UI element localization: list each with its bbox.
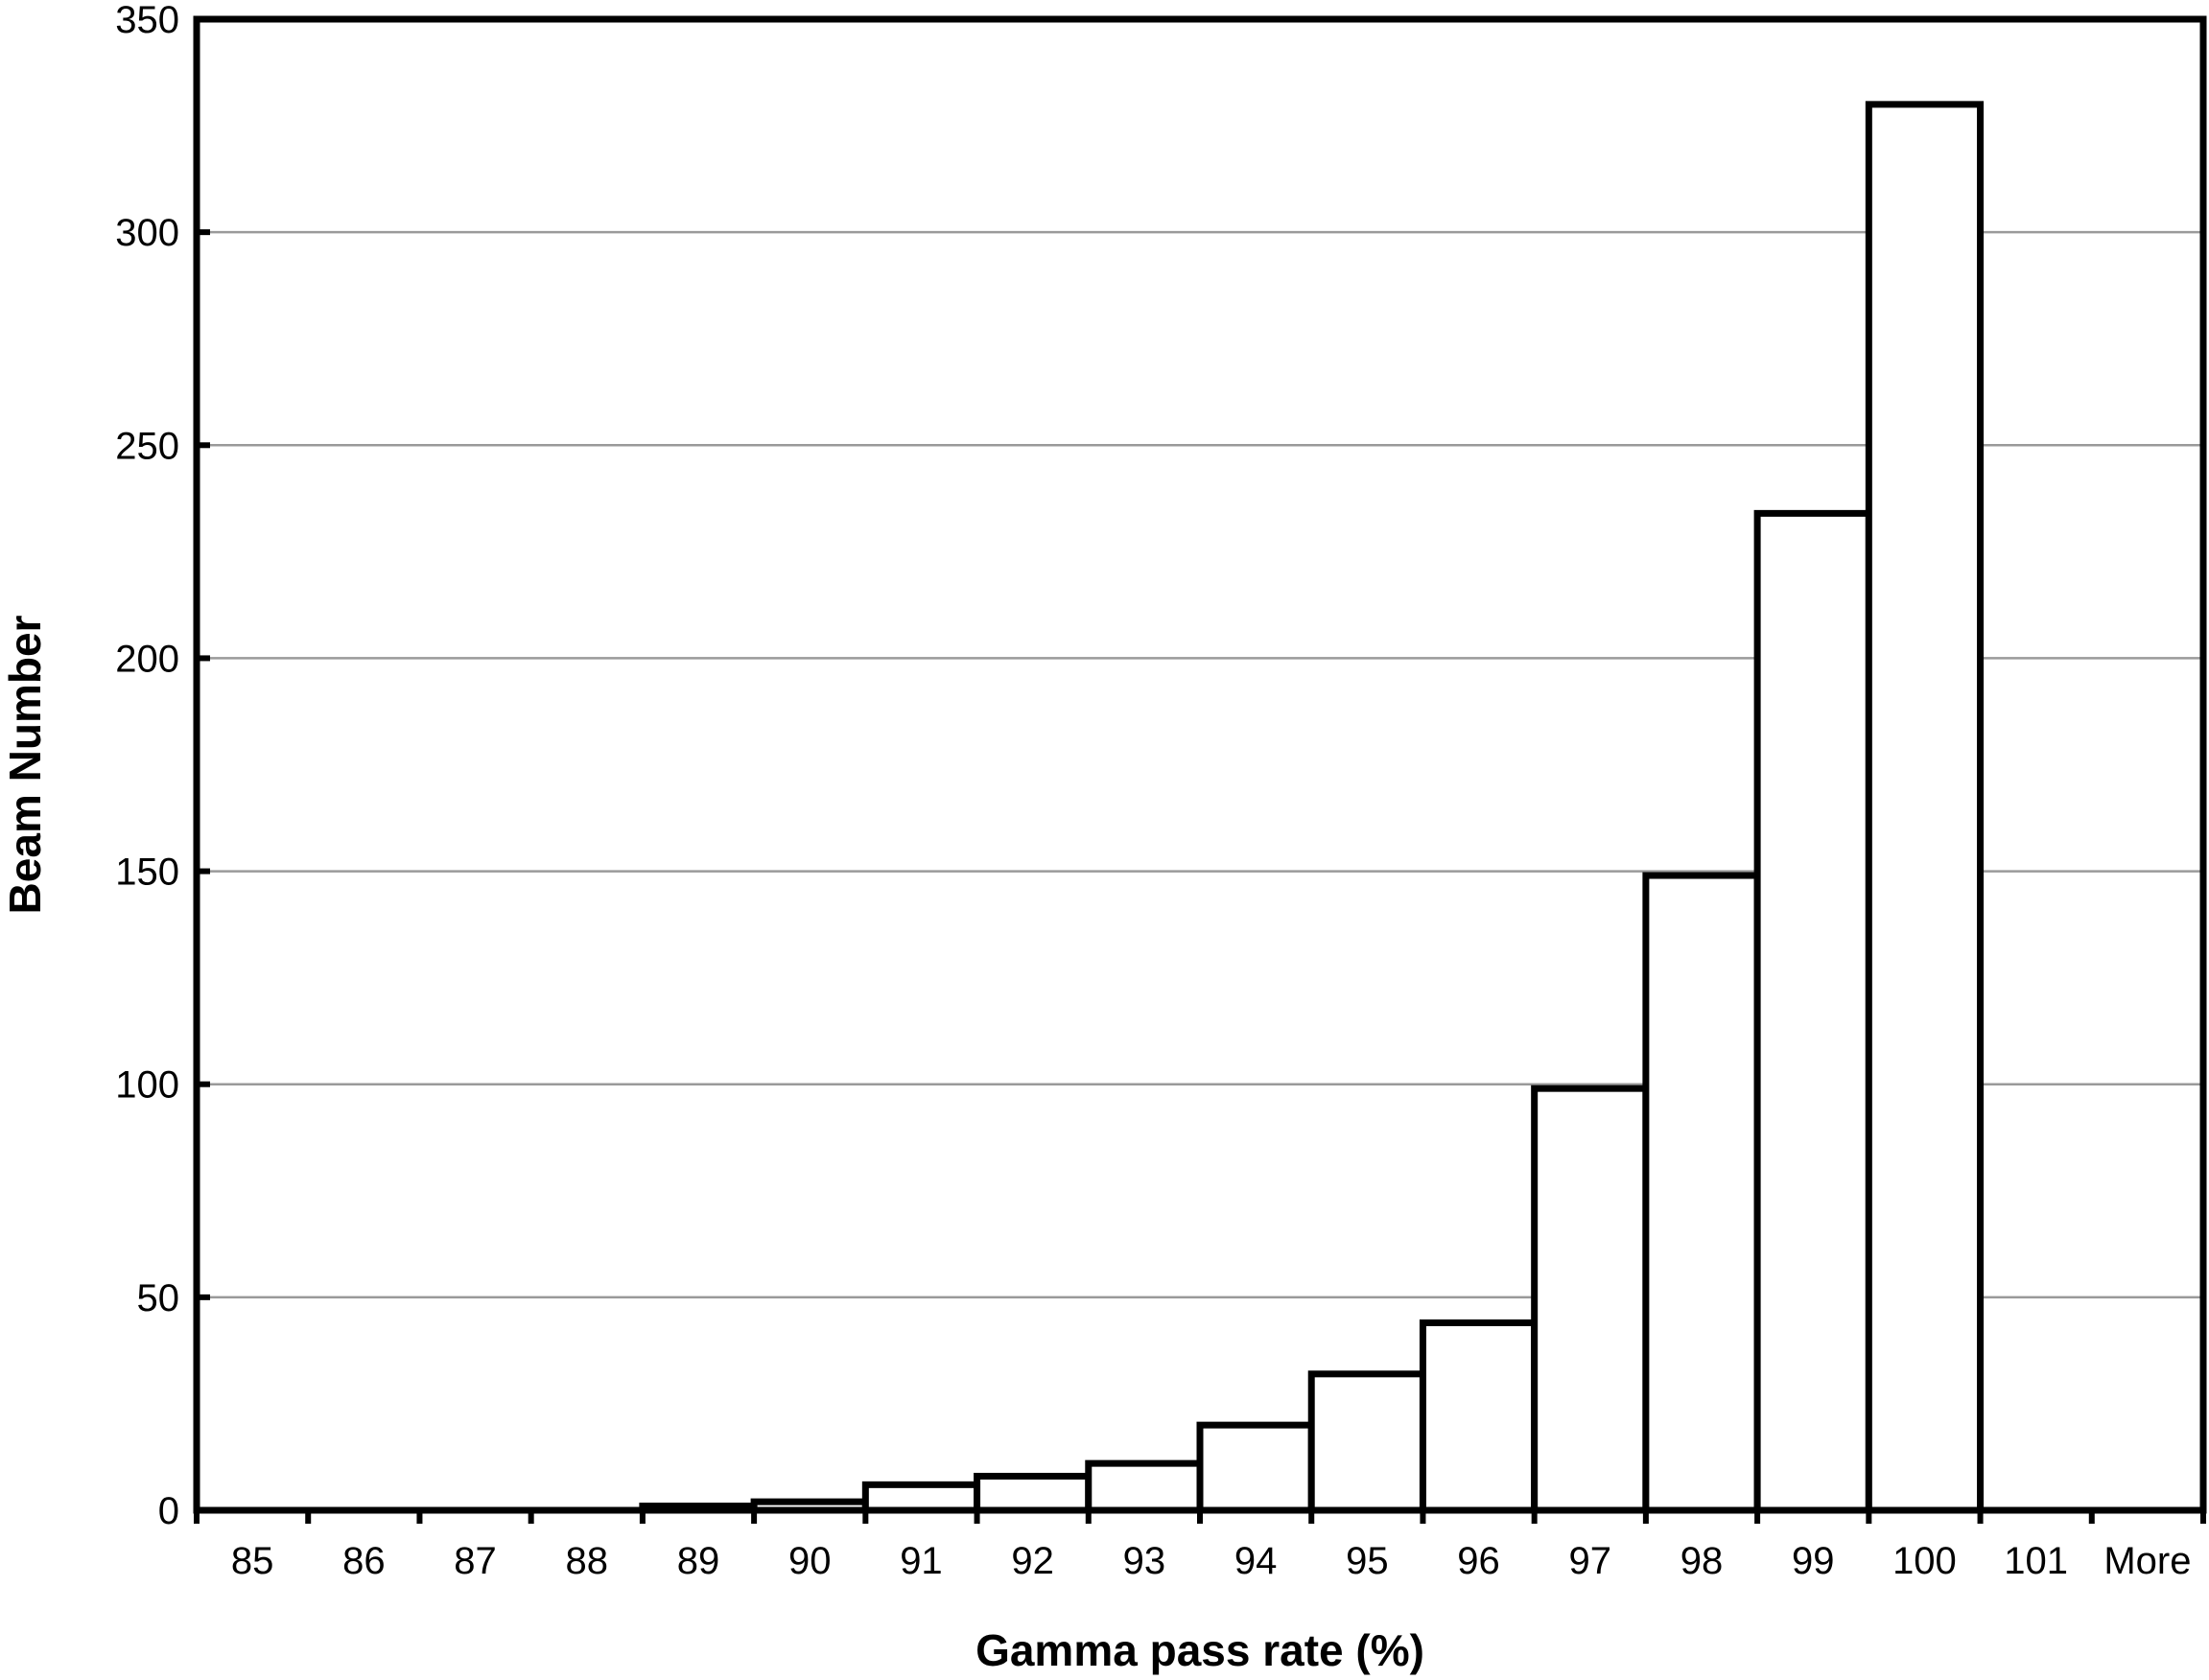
bar-91 — [861, 1481, 981, 1514]
x-tick-label: 91 — [900, 1540, 943, 1582]
x-tick-label: 85 — [231, 1540, 274, 1582]
y-tick-label: 0 — [158, 1490, 179, 1532]
x-tick-label: 93 — [1123, 1540, 1166, 1582]
x-tick-labels: 85 86 87 88 89 90 91 92 93 94 95 96 97 98 99 100 101 More — [231, 1540, 2192, 1582]
x-tick-label: 90 — [788, 1540, 832, 1582]
y-tick-label: 300 — [115, 212, 179, 254]
x-tick-label: 97 — [1569, 1540, 1612, 1582]
x-tick-label: 100 — [1892, 1540, 1957, 1582]
x-tick-label: 87 — [454, 1540, 497, 1582]
x-tick-label: 94 — [1234, 1540, 1278, 1582]
bar-92 — [974, 1472, 1093, 1514]
x-tick-label: 88 — [566, 1540, 609, 1582]
x-tick-label: 96 — [1457, 1540, 1500, 1582]
x-tick-label: 92 — [1011, 1540, 1054, 1582]
y-tick-label: 200 — [115, 638, 179, 680]
x-tick-label: More — [2103, 1540, 2191, 1582]
bar-99 — [1753, 509, 1872, 1514]
y-tick-label: 150 — [115, 852, 179, 894]
bar-96 — [1419, 1319, 1539, 1514]
x-tick-label: 99 — [1792, 1540, 1835, 1582]
x-tick-label: 98 — [1680, 1540, 1724, 1582]
x-tick-label: 86 — [342, 1540, 386, 1582]
x-tick-label: 95 — [1346, 1540, 1389, 1582]
y-tick-label: 100 — [115, 1064, 179, 1107]
x-tick-label: 101 — [2004, 1540, 2068, 1582]
bar-93 — [1085, 1459, 1204, 1514]
x-axis-title: Gamma pass rate (%) — [975, 1625, 1424, 1675]
x-tick-label: 89 — [677, 1540, 720, 1582]
bar-98 — [1642, 872, 1761, 1514]
bar-94 — [1196, 1421, 1315, 1514]
bar-100 — [1865, 101, 1985, 1514]
y-tick-label: 50 — [137, 1277, 180, 1319]
bar-95 — [1307, 1370, 1426, 1514]
bars — [639, 101, 1985, 1514]
y-tick-label: 250 — [115, 425, 179, 467]
y-axis-title: Beam Number — [0, 615, 50, 914]
y-tick-labels: 0 50 100 150 200 250 300 350 — [115, 0, 179, 1532]
axis-ticks — [194, 16, 2206, 1524]
y-tick-label: 350 — [115, 0, 179, 41]
bar-97 — [1531, 1085, 1650, 1514]
